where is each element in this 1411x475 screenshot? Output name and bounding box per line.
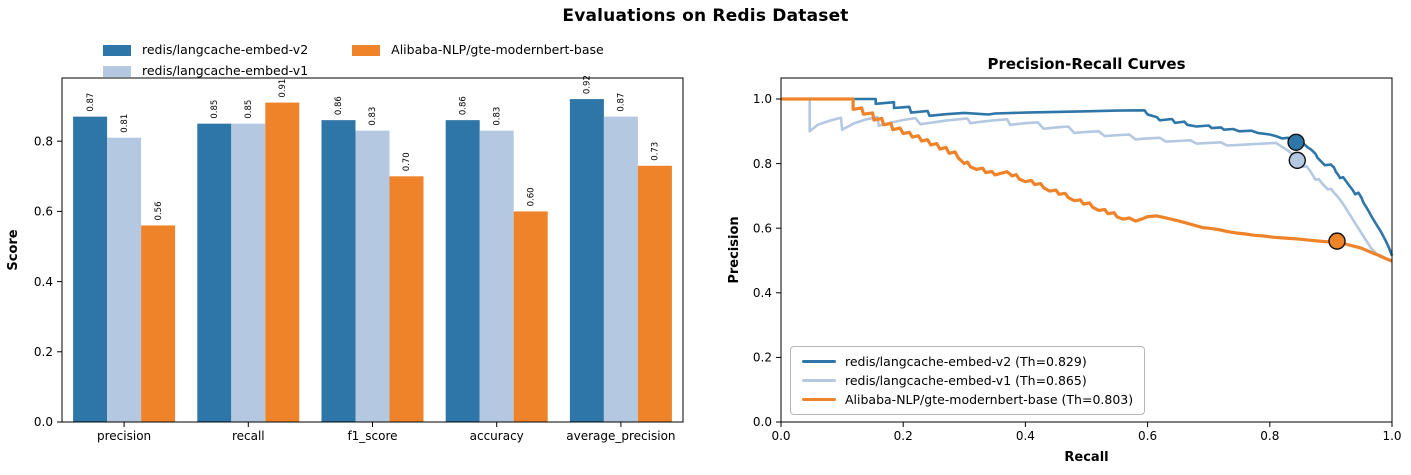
pr-xtick-label: 0.8 <box>1260 429 1279 443</box>
pr-legend-line-embed-v2 <box>802 359 836 364</box>
legend-swatch-embed-v1 <box>103 65 131 77</box>
pr-curve-embed_v2 <box>781 97 1394 257</box>
pr-legend-item-embed-v1: redis/langcache-embed-v1 (Th=0.865) <box>802 373 1133 388</box>
bar-ytick-label: 0.8 <box>34 134 53 148</box>
bar-value-label: 0.91 <box>278 79 288 98</box>
bar-ytick-label: 0.0 <box>34 415 53 429</box>
bar-value-label: 0.87 <box>86 93 96 112</box>
bar-value-label: 0.73 <box>651 142 661 161</box>
bar-gte-average_precision <box>637 165 672 422</box>
bar-category-label: average_precision <box>566 429 675 443</box>
bar-embed_v2-recall <box>197 123 232 423</box>
bar-value-label: 0.70 <box>402 152 412 171</box>
bar-legend-column-2: Alibaba-NLP/gte-modernbert-base <box>352 43 604 78</box>
pr-ytick-label: 0.2 <box>753 351 772 365</box>
pr-ytick-label: 0.6 <box>753 221 772 235</box>
pr-chart-legend: redis/langcache-embed-v2 (Th=0.829) redi… <box>790 346 1146 415</box>
pr-legend-label-embed-v2: redis/langcache-embed-v2 (Th=0.829) <box>845 354 1087 369</box>
bar-embed_v1-average_precision <box>603 116 638 422</box>
bar-chart-legend: redis/langcache-embed-v2 redis/langcache… <box>103 43 604 78</box>
bar-ytick-label: 0.4 <box>34 275 53 289</box>
legend-item-embed-v2: redis/langcache-embed-v2 <box>103 43 308 57</box>
pr-legend-line-embed-v1 <box>802 378 836 383</box>
bar-embed_v1-precision <box>107 137 142 422</box>
bar-value-label: 0.85 <box>210 100 220 119</box>
bar-legend-column-1: redis/langcache-embed-v2 redis/langcache… <box>103 43 308 78</box>
bar-embed_v2-accuracy <box>445 120 480 422</box>
bar-chart-plot: 0.0 0.2 0.4 0.6 0.8 precision recall f1_score ac… <box>6 75 684 443</box>
bar-value-label: 0.85 <box>244 100 254 119</box>
pr-legend-label-gte: Alibaba-NLP/gte-modernbert-base (Th=0.80… <box>845 392 1134 407</box>
pr-curve-gte <box>781 97 1393 263</box>
bar-ytick-label: 0.2 <box>34 345 53 359</box>
legend-swatch-embed-v2 <box>103 44 131 56</box>
pr-ytick-label: 0.4 <box>753 286 772 300</box>
pr-legend-item-gte: Alibaba-NLP/gte-modernbert-base (Th=0.80… <box>802 392 1133 407</box>
pr-ylabel: Precision <box>727 216 742 283</box>
pr-legend-item-embed-v2: redis/langcache-embed-v2 (Th=0.829) <box>802 354 1133 369</box>
legend-label-embed-v2: redis/langcache-embed-v2 <box>142 42 309 57</box>
pr-legend-label-embed-v1: redis/langcache-embed-v1 (Th=0.865) <box>845 373 1087 388</box>
pr-xtick-label: 0.6 <box>1138 429 1157 443</box>
legend-item-embed-v1: redis/langcache-embed-v1 <box>103 64 308 78</box>
legend-item-gte: Alibaba-NLP/gte-modernbert-base <box>352 43 604 57</box>
threshold-marker-gte <box>1328 232 1346 250</box>
bar-embed_v2-precision <box>73 116 108 422</box>
bar-gte-accuracy <box>513 211 548 422</box>
bar-embed_v2-average_precision <box>569 99 604 422</box>
threshold-marker-embed_v1 <box>1288 151 1306 170</box>
bar-value-label: 0.60 <box>526 187 536 206</box>
bar-value-label: 0.83 <box>492 107 502 126</box>
bar-value-label: 0.81 <box>120 114 130 133</box>
pr-xlabel: Recall <box>1064 450 1108 465</box>
bar-embed_v2-f1_score <box>321 120 356 422</box>
bar-embed_v1-recall <box>231 123 266 423</box>
pr-chart-plot: 0.0 0.2 0.4 0.6 0.8 1.0 0.0 0.2 0.4 0.6 0.8 1.0 Reca… <box>727 77 1402 465</box>
bar-value-label: 0.56 <box>154 202 164 221</box>
bar-embed_v1-f1_score <box>355 130 390 423</box>
pr-xtick-label: 0.0 <box>771 429 790 443</box>
pr-chart-title: Precision-Recall Curves <box>987 55 1186 73</box>
pr-ytick-label: 0.8 <box>753 157 772 171</box>
bar-gte-precision <box>141 225 176 422</box>
bar-category-label: precision <box>97 429 151 443</box>
figure-title: Evaluations on Redis Dataset <box>562 6 849 26</box>
legend-label-gte: Alibaba-NLP/gte-modernbert-base <box>391 42 604 57</box>
bar-gte-recall <box>265 102 300 422</box>
bar-category-label: f1_score <box>347 429 397 443</box>
bar-gte-f1_score <box>389 176 424 422</box>
pr-ytick-label: 0.0 <box>753 415 772 429</box>
pr-ytick-label: 1.0 <box>753 92 772 106</box>
pr-legend-line-gte <box>802 397 836 402</box>
bar-category-label: recall <box>232 429 265 443</box>
legend-swatch-gte <box>352 44 381 56</box>
bar-value-label: 0.92 <box>583 75 593 94</box>
bar-ytick-label: 0.6 <box>34 205 53 219</box>
pr-xtick-label: 0.2 <box>894 429 913 443</box>
bar-value-label: 0.86 <box>334 96 344 115</box>
legend-label-embed-v1: redis/langcache-embed-v1 <box>142 63 309 78</box>
bar-ylabel: Score <box>6 229 21 270</box>
bar-embed_v1-accuracy <box>479 130 514 423</box>
pr-xtick-label: 0.4 <box>1016 429 1035 443</box>
bar-value-label: 0.83 <box>368 107 378 126</box>
bar-category-label: accuracy <box>470 429 524 443</box>
bar-value-label: 0.86 <box>458 96 468 115</box>
threshold-marker-embed_v2 <box>1287 133 1305 151</box>
bar-value-label: 0.87 <box>617 93 627 112</box>
pr-xtick-label: 1.0 <box>1382 429 1401 443</box>
pr-curve-embed_v1 <box>781 97 1393 262</box>
